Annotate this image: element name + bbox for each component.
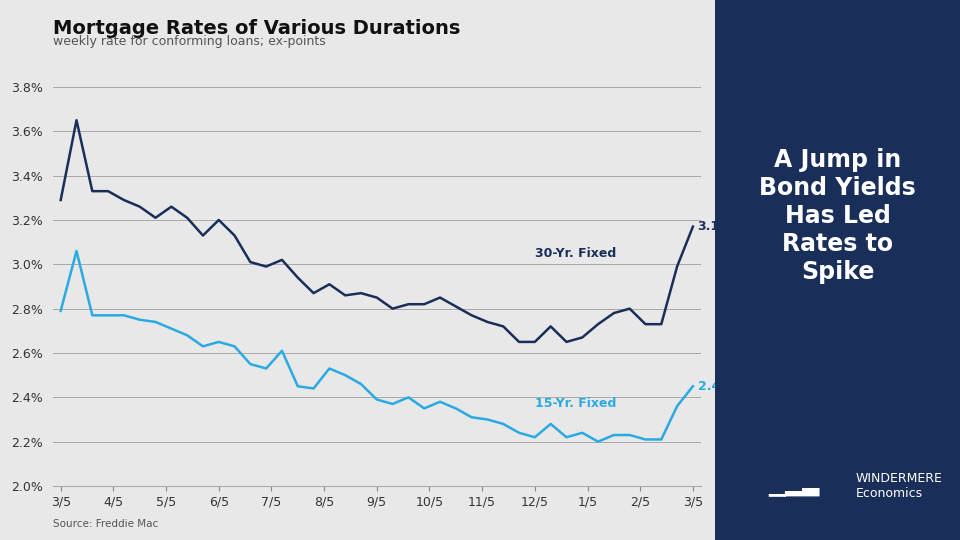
Text: 15-Yr. Fixed: 15-Yr. Fixed [535, 397, 616, 410]
Text: 2.45%: 2.45% [698, 380, 741, 393]
Text: Mortgage Rates of Various Durations: Mortgage Rates of Various Durations [53, 19, 460, 38]
Text: A Jump in
Bond Yields
Has Led
Rates to
Spike: A Jump in Bond Yields Has Led Rates to S… [759, 148, 916, 284]
Text: weekly rate for conforming loans; ex-points: weekly rate for conforming loans; ex-poi… [53, 35, 325, 48]
Text: WINDERMERE
Economics: WINDERMERE Economics [855, 472, 942, 500]
Text: Source: Freddie Mac: Source: Freddie Mac [53, 519, 158, 529]
Text: 3.17%: 3.17% [698, 220, 741, 233]
Text: 30-Yr. Fixed: 30-Yr. Fixed [535, 247, 616, 260]
Text: ▁▂▃: ▁▂▃ [768, 476, 819, 496]
